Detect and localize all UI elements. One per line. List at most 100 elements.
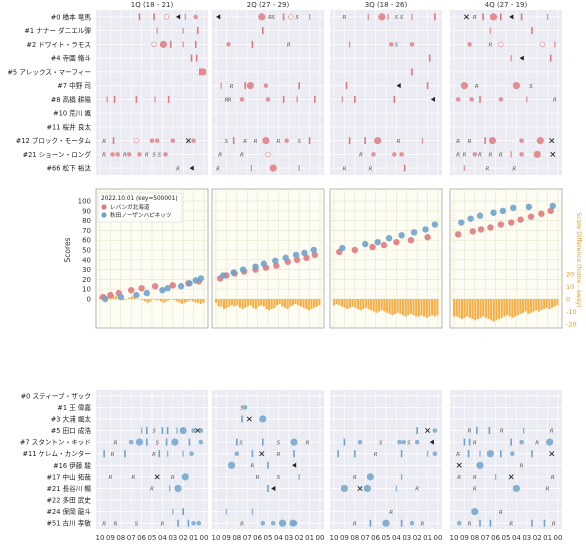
home-event-rebound: R [102, 139, 106, 145]
y-tick-label: 70 [82, 227, 91, 235]
home-event-made3 [489, 13, 498, 21]
y-tick-label: 40 [82, 256, 91, 264]
away-event-made2 [293, 450, 295, 458]
y-tick-label: 50 [82, 247, 91, 255]
away-score-point [282, 254, 289, 262]
home-event-rebound: R [456, 139, 460, 145]
x-tick-label: 01 [305, 534, 314, 542]
away-score-point [186, 280, 193, 287]
home-player-name: #2 ドワイト・ラモス [26, 41, 91, 49]
diff-bar [511, 299, 514, 318]
home-player-name: #21 ショーン・ロング [23, 150, 92, 159]
diff-bar [141, 299, 144, 301]
home-event-made3 [536, 137, 544, 145]
diff-bar [508, 299, 511, 317]
home-event-rebound: R [456, 153, 460, 159]
home-event-shot [469, 97, 474, 102]
y2-tick-label: -10 [566, 308, 577, 316]
diff-bar [146, 299, 149, 303]
diff-bar [283, 299, 287, 308]
home-event-ft [250, 165, 253, 172]
home-event-ft [298, 165, 300, 172]
away-event-foul [154, 474, 160, 480]
x-tick-label: 06 [137, 534, 146, 542]
away-event-made2 [146, 438, 148, 446]
away-event-shot [456, 520, 462, 526]
diff-bar [199, 299, 202, 304]
x-tick-label: 08 [116, 534, 125, 542]
home-event-rebound: R [276, 139, 280, 145]
x-tick-label: 02 [295, 534, 304, 542]
away-event-made3 [486, 450, 494, 458]
away-event-rebound: R [473, 440, 477, 446]
diff-bar [535, 299, 538, 311]
home-event-ft [154, 96, 156, 103]
home-event-miss [288, 14, 294, 20]
home-event-made2 [426, 82, 429, 90]
home-event-rebound: R [123, 153, 127, 159]
away-event-rebound: R [473, 475, 477, 481]
away-event-made2 [251, 450, 254, 458]
diff-bar [228, 299, 231, 307]
diff-bar [492, 299, 495, 322]
away-event-made2 [343, 438, 346, 446]
away-event-ft [395, 485, 398, 492]
home-event-miss [265, 151, 271, 157]
diff-bar [254, 299, 257, 309]
x-tick-label: 10 [212, 534, 221, 542]
away-score-point [525, 203, 533, 211]
diff-bar [260, 299, 263, 306]
away-player-name: #11 ケレム・カンター [23, 449, 92, 458]
diff-bar [359, 299, 362, 311]
x-tick-label: 05 [382, 534, 391, 542]
x-tick-label: 04 [274, 534, 283, 542]
x-tick-label: 02 [413, 534, 422, 542]
x-tick-label: 05 [264, 534, 273, 542]
diff-bar [183, 299, 186, 303]
home-event-ft [296, 96, 298, 103]
home-event-sub [216, 14, 221, 20]
home-event-made3 [159, 40, 168, 48]
away-player-name: #22 多田 武史 [47, 496, 92, 505]
diff-bar [519, 299, 522, 314]
diff-bar [270, 299, 273, 309]
home-score-point [369, 243, 376, 251]
away-score-point [410, 229, 418, 236]
diff-bar [217, 299, 220, 307]
axes: 0102030405060708090100Scores20100-10-20S… [63, 198, 582, 543]
away-score-point [467, 215, 474, 222]
diff-bar [275, 299, 279, 306]
home-event-ft [182, 41, 184, 48]
diff-bar [340, 299, 344, 307]
home-event-made2 [411, 68, 413, 76]
diff-bar [257, 299, 260, 307]
home-event-rebound: R [462, 153, 466, 159]
x-tick-label: 04 [158, 534, 167, 542]
y2-tick-label: 10 [566, 283, 574, 291]
home-event-shot [467, 42, 472, 47]
diff-bar [367, 299, 370, 309]
diff-bar [343, 299, 346, 308]
diff-bar [431, 299, 434, 316]
diff-bar [307, 299, 310, 311]
away-player-name: #3 大浦 颯太 [51, 414, 92, 423]
diff-bar [474, 299, 477, 321]
away-event-rebound: R [276, 452, 280, 458]
home-event-made3 [258, 13, 266, 21]
away-event-made3 [471, 508, 479, 516]
home-player-name: #66 松下 裕汰 [47, 164, 92, 173]
x-tick-label: 09 [222, 534, 231, 542]
diff-bar [346, 299, 349, 309]
away-event-rebound: R [473, 487, 477, 493]
away-event-shot [397, 439, 402, 445]
home-event-shot [239, 97, 245, 102]
home-score-point [393, 238, 400, 246]
home-score-point [527, 213, 535, 220]
away-event-sub [292, 462, 297, 468]
away-event-steal: S [407, 440, 411, 446]
home-player-name: #11 桜井 良太 [47, 122, 92, 131]
diff-bar [220, 299, 223, 307]
legend-marker-1 [101, 204, 107, 210]
home-event-ft [348, 41, 351, 48]
